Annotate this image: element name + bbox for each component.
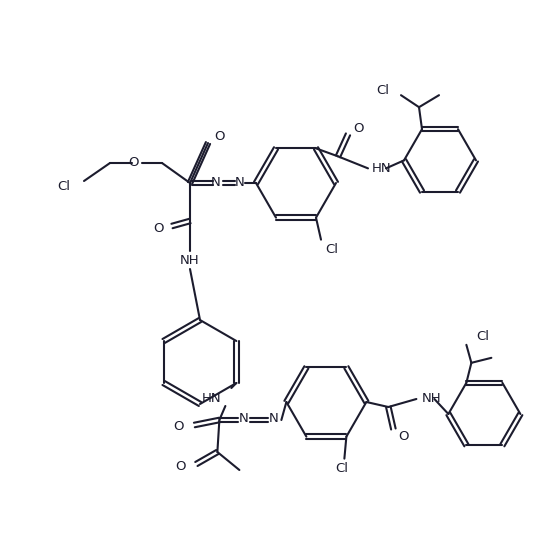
Text: HN: HN <box>202 391 221 404</box>
Text: NH: NH <box>180 254 200 268</box>
Text: Cl: Cl <box>376 83 389 97</box>
Text: O: O <box>154 222 164 235</box>
Text: Cl: Cl <box>335 462 348 475</box>
Text: HN: HN <box>372 162 391 175</box>
Text: N: N <box>235 175 245 189</box>
Text: NH: NH <box>422 393 441 405</box>
Text: Cl: Cl <box>476 330 489 343</box>
Text: O: O <box>398 431 409 444</box>
Text: N: N <box>211 175 221 189</box>
Text: O: O <box>128 156 139 170</box>
Text: Cl: Cl <box>57 180 70 193</box>
Text: N: N <box>238 413 248 426</box>
Text: Cl: Cl <box>325 243 338 256</box>
Text: O: O <box>353 122 364 135</box>
Text: N: N <box>268 413 278 426</box>
Text: O: O <box>173 421 183 433</box>
Text: O: O <box>175 460 185 473</box>
Text: O: O <box>214 130 224 143</box>
